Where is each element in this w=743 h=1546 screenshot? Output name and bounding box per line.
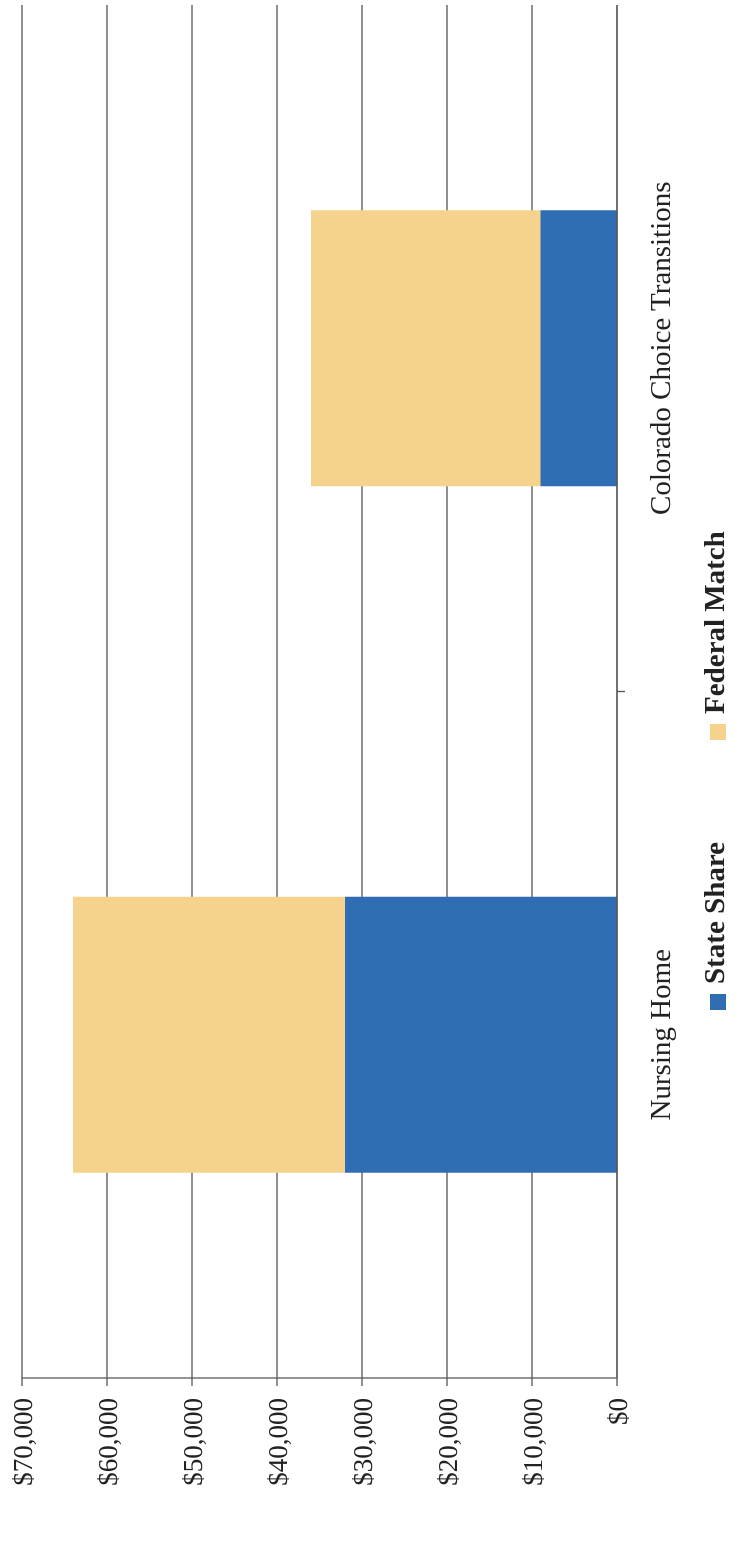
bar-federal-match-colorado-choice-transitions <box>311 210 541 487</box>
legend-swatch-state-share <box>710 994 726 1010</box>
tick-label: $40,000 <box>263 1398 293 1486</box>
bar-state-share-nursing-home <box>345 896 617 1173</box>
legend: State Share Federal Match <box>699 531 731 1010</box>
tick-label: $70,000 <box>8 1398 38 1486</box>
legend-swatch-federal-match <box>710 724 726 740</box>
value-tick-labels: $0 $10,000 $20,000 $30,000 $40,000 $50,000 $60… <box>8 1398 633 1486</box>
category-label: Colorado Choice Transitions <box>645 181 677 515</box>
bar-federal-match-nursing-home <box>73 896 345 1173</box>
tick-label: $20,000 <box>433 1398 463 1486</box>
tick-label: $10,000 <box>518 1398 548 1486</box>
axes <box>21 5 625 1386</box>
bar-state-share-colorado-choice-transitions <box>540 210 617 487</box>
bars <box>73 210 617 1173</box>
category-labels: Nursing Home Colorado Choice Transitions <box>645 181 677 1120</box>
tick-label: $50,000 <box>178 1398 208 1486</box>
category-label: Nursing Home <box>645 949 677 1121</box>
tick-label: $60,000 <box>93 1398 123 1486</box>
legend-label-federal-match: Federal Match <box>699 531 731 714</box>
legend-label-state-share: State Share <box>699 842 731 984</box>
tick-label: $0 <box>603 1398 633 1425</box>
tick-label: $30,000 <box>348 1398 378 1486</box>
